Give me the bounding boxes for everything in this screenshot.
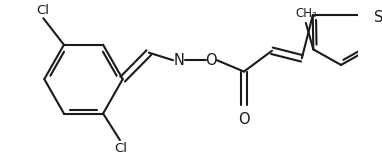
Text: O: O: [238, 112, 250, 127]
Text: N: N: [173, 53, 184, 68]
Text: S: S: [374, 10, 382, 25]
Text: Cl: Cl: [36, 4, 49, 17]
Text: O: O: [206, 53, 217, 68]
Text: Cl: Cl: [114, 142, 127, 155]
Text: CH₃: CH₃: [295, 7, 317, 20]
